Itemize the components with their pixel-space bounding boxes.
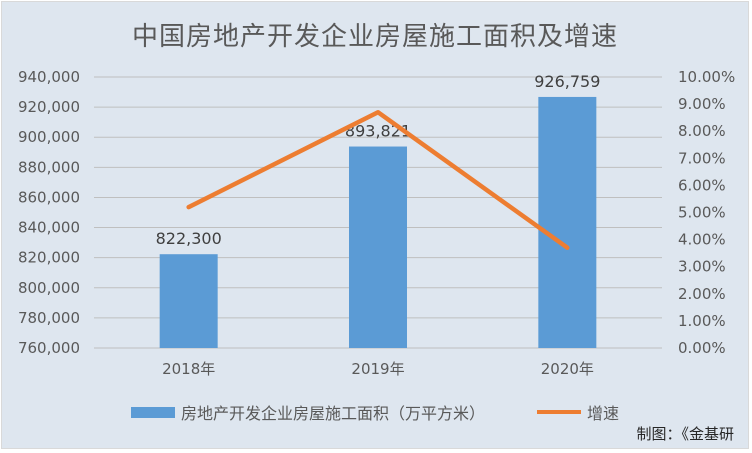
bar-data-label-2: 926,759	[534, 72, 600, 91]
y-right-tick-label-10: 10.00%	[678, 68, 735, 86]
legend: 房地产开发企业房屋施工面积（万平方米） 增速	[2, 400, 748, 424]
bar-data-label-0: 822,300	[156, 229, 222, 248]
y-right-tick-label-0: 0.00%	[678, 339, 726, 357]
y-left-tick-label-2: 800,000	[18, 279, 80, 297]
legend-line-swatch	[537, 410, 581, 414]
growth-rate-line	[186, 109, 570, 250]
y-left-tick-label-4: 840,000	[18, 219, 80, 237]
y-right-tick-label-4: 4.00%	[678, 231, 726, 249]
y-right-tick-label-7: 7.00%	[678, 149, 726, 167]
y-left-tick-label-9: 940,000	[18, 68, 80, 86]
legend-bar-label: 房地产开发企业房屋施工面积（万平方米）	[180, 404, 485, 423]
legend-item-bar: 房地产开发企业房屋施工面积（万平方米）	[130, 400, 485, 424]
y-right-tick-label-9: 9.00%	[678, 95, 726, 113]
y-right-tick-label-2: 2.00%	[678, 285, 726, 303]
y-right-tick-label-1: 1.00%	[678, 312, 726, 330]
y-right-tick-label-3: 3.00%	[678, 258, 726, 276]
bar-1	[349, 146, 407, 348]
legend-item-line: 增速	[537, 400, 619, 424]
y-left-tick-label-3: 820,000	[18, 249, 80, 267]
y-right-tick-label-6: 6.00%	[678, 176, 726, 194]
y-left-tick-label-5: 860,000	[18, 188, 80, 206]
source-note: 制图：《金基研	[636, 425, 734, 443]
y-right-tick-label-5: 5.00%	[678, 204, 726, 222]
y-right-tick-label-8: 8.00%	[678, 122, 726, 140]
bar-2	[538, 96, 597, 348]
x-tick-label-1: 2019年	[351, 360, 404, 378]
x-tick-label-0: 2018年	[162, 360, 215, 378]
chart-title: 中国房地产开发企业房屋施工面积及增速	[131, 22, 618, 52]
y-left-tick-label-8: 920,000	[18, 98, 80, 116]
y-left-tick-label-7: 900,000	[18, 128, 80, 146]
bar-0	[159, 254, 218, 348]
x-tick-label-2: 2020年	[541, 360, 594, 378]
legend-line-label: 增速	[587, 404, 620, 423]
y-left-tick-label-1: 780,000	[18, 309, 80, 327]
y-left-tick-label-0: 760,000	[18, 339, 80, 357]
legend-bar-swatch	[130, 406, 175, 418]
y-left-tick-label-6: 880,000	[18, 158, 80, 176]
